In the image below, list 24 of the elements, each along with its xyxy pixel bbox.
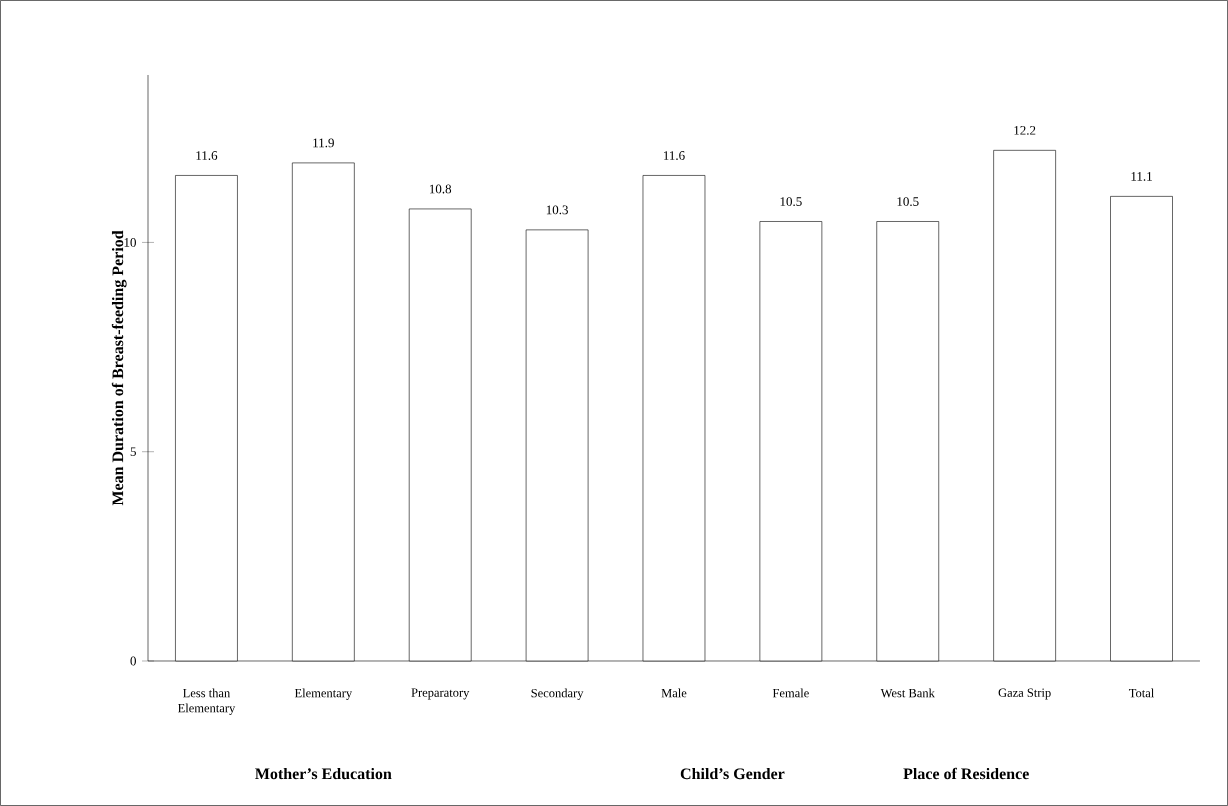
data-label: 10.5 (897, 197, 919, 206)
x-tick-label: Male (661, 688, 687, 698)
x-tick-label: Secondary (531, 688, 584, 700)
x-tick-label: Gaza Strip (998, 688, 1051, 700)
text: Child’s Gender (680, 767, 785, 780)
x-tick-label: Less than Elementary (178, 688, 236, 715)
data-label: 11.1 (1131, 172, 1152, 181)
y-tick-label: 10 (124, 238, 136, 247)
x-tick-label: Total (1128, 688, 1155, 698)
x-tick-label: West Bank (880, 688, 935, 698)
text: Place of Residence (903, 767, 1029, 780)
x-tick-label: Elementary (294, 688, 353, 700)
y-tick-label: 5 (130, 447, 136, 457)
x-tick-label: Female (772, 688, 809, 698)
x-tick-label: Preparatory (411, 688, 470, 700)
data-label: 12.2 (1014, 126, 1036, 135)
data-label: 11.6 (663, 151, 685, 160)
data-label: 11.9 (313, 138, 334, 148)
data-label: 10.3 (546, 205, 568, 215)
data-label: 10.5 (780, 197, 802, 206)
data-label: 11.6 (196, 151, 218, 160)
data-label: 10.8 (429, 184, 452, 194)
y-tick-label: 0 (130, 656, 136, 666)
text: Mother’s Education (255, 767, 392, 780)
